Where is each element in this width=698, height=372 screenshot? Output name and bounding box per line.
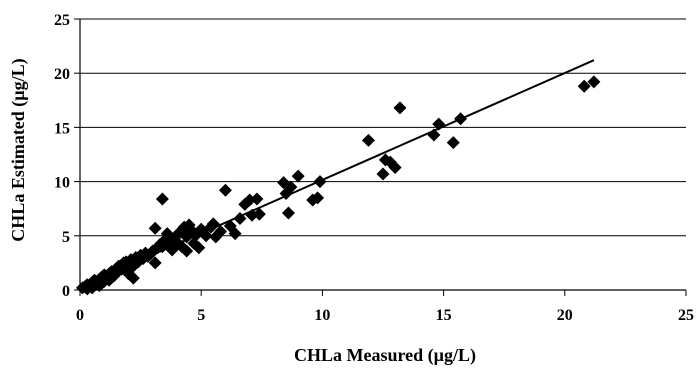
data-point-67: [218, 183, 232, 197]
gridlines: [80, 18, 686, 237]
x-tick-label-4: 20: [557, 307, 573, 324]
data-point-43: [155, 192, 169, 206]
x-tick-label-0: 0: [76, 307, 84, 324]
data-point-93: [454, 112, 468, 126]
y-axis-title: CHLa Estimated (µg/L): [8, 58, 29, 241]
x-axis-title: CHLa Measured (µg/L): [294, 345, 476, 366]
data-point-74: [250, 192, 264, 206]
data-point-95: [587, 75, 601, 89]
data-point-40: [148, 221, 162, 235]
data-point-39: [148, 256, 162, 270]
y-tick-label-3: 15: [54, 120, 70, 137]
data-point-88: [388, 161, 402, 175]
data-point-89: [393, 101, 407, 115]
data-point-90: [427, 128, 441, 142]
x-tick-label-3: 15: [436, 307, 452, 324]
data-point-91: [432, 117, 446, 131]
y-tick-label-4: 20: [54, 66, 70, 83]
data-point-84: [361, 133, 375, 147]
y-tick-label-0: 0: [62, 283, 70, 300]
axes: [74, 18, 687, 296]
data-point-82: [311, 191, 325, 205]
data-point-83: [313, 175, 327, 189]
y-tick-label-5: 25: [54, 12, 70, 29]
x-tick-label-5: 25: [678, 307, 694, 324]
data-point-94: [577, 79, 591, 93]
y-tick-label-2: 10: [54, 175, 70, 192]
data-point-66: [214, 224, 228, 238]
data-point-69: [228, 227, 242, 241]
data-points: [75, 75, 601, 296]
data-point-54: [180, 244, 194, 258]
data-point-60: [192, 241, 206, 255]
data-point-92: [446, 136, 460, 150]
data-point-78: [281, 206, 295, 220]
data-point-80: [291, 169, 305, 183]
data-point-85: [376, 167, 390, 181]
data-point-62: [199, 229, 213, 243]
x-tick-label-2: 10: [314, 307, 330, 324]
tick-labels: 0 5 10 15 20 25 0 5 10 15 20 25: [54, 12, 694, 324]
y-tick-label-1: 5: [62, 229, 70, 246]
data-point-64: [206, 217, 220, 231]
x-tick-label-1: 5: [197, 307, 205, 324]
data-point-70: [233, 211, 247, 225]
data-point-29: [126, 271, 140, 285]
data-point-79: [284, 180, 298, 194]
data-point-75: [252, 207, 266, 221]
